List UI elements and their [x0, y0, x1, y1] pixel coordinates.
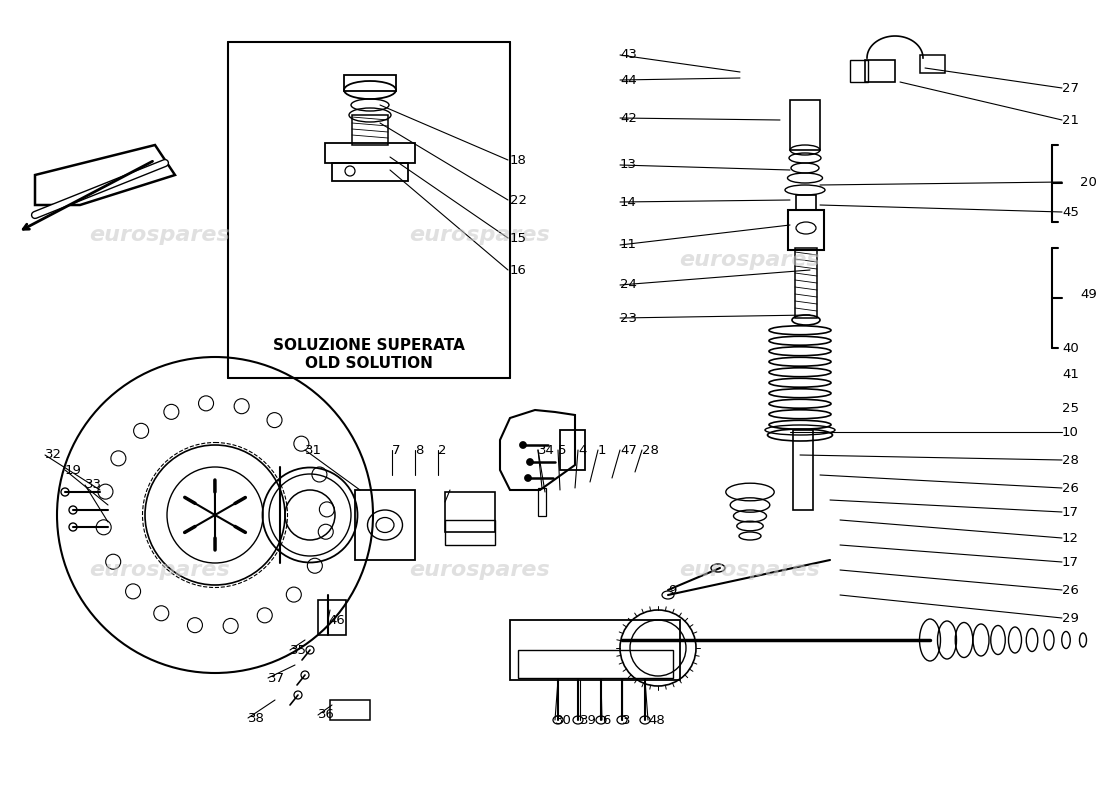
Text: 34: 34: [538, 443, 554, 457]
Bar: [318, 600, 346, 635]
Text: 9: 9: [668, 583, 676, 597]
Text: 41: 41: [1062, 369, 1079, 382]
Text: 4: 4: [578, 443, 586, 457]
Bar: [850, 60, 868, 82]
Text: 15: 15: [510, 231, 527, 245]
Text: 36: 36: [318, 709, 334, 722]
Text: OLD SOLUTION: OLD SOLUTION: [305, 355, 433, 370]
Text: 45: 45: [1062, 206, 1079, 218]
Text: eurospares: eurospares: [89, 225, 230, 245]
Text: 11: 11: [620, 238, 637, 251]
Bar: [793, 430, 813, 510]
Bar: [446, 492, 495, 532]
Text: 14: 14: [620, 195, 637, 209]
Bar: [788, 210, 824, 250]
Circle shape: [527, 458, 534, 466]
Text: SOLUZIONE SUPERATA: SOLUZIONE SUPERATA: [273, 338, 465, 353]
Bar: [344, 75, 396, 91]
Text: 46: 46: [328, 614, 344, 626]
Text: 5: 5: [558, 443, 566, 457]
Bar: [865, 60, 895, 82]
Text: 29: 29: [1062, 611, 1079, 625]
Bar: [324, 143, 415, 163]
Bar: [352, 115, 388, 145]
Text: 25: 25: [1062, 402, 1079, 414]
Text: eurospares: eurospares: [680, 560, 821, 580]
Text: 8: 8: [415, 443, 424, 457]
Text: 13: 13: [620, 158, 637, 171]
Text: 12: 12: [1062, 531, 1079, 545]
Text: 32: 32: [45, 449, 62, 462]
Text: 21: 21: [1062, 114, 1079, 126]
Text: 37: 37: [268, 671, 285, 685]
Text: 10: 10: [1062, 426, 1079, 438]
Text: 31: 31: [305, 443, 322, 457]
Text: 43: 43: [620, 49, 637, 62]
Text: 1: 1: [598, 443, 606, 457]
Bar: [332, 163, 408, 181]
Text: 48: 48: [648, 714, 664, 726]
Bar: [330, 700, 370, 720]
Text: 28: 28: [642, 443, 659, 457]
Text: 49: 49: [1080, 289, 1097, 302]
Text: 19: 19: [65, 463, 81, 477]
Text: 16: 16: [510, 263, 527, 277]
Text: 44: 44: [620, 74, 637, 86]
Text: 35: 35: [290, 643, 307, 657]
Text: 26: 26: [1062, 482, 1079, 494]
Text: 2: 2: [438, 443, 447, 457]
Text: 39: 39: [580, 714, 597, 726]
Text: 30: 30: [556, 714, 572, 726]
Text: eurospares: eurospares: [89, 560, 230, 580]
Text: 47: 47: [620, 443, 637, 457]
Bar: [790, 100, 820, 150]
Text: 42: 42: [620, 111, 637, 125]
Text: eurospares: eurospares: [409, 560, 550, 580]
Text: 26: 26: [1062, 583, 1079, 597]
Bar: [518, 650, 673, 678]
Text: 17: 17: [1062, 506, 1079, 518]
Text: 6: 6: [602, 714, 610, 726]
Text: 28: 28: [1062, 454, 1079, 466]
Text: 20: 20: [1080, 175, 1097, 189]
Text: 18: 18: [510, 154, 527, 166]
Text: eurospares: eurospares: [409, 225, 550, 245]
Circle shape: [525, 474, 531, 482]
Bar: [796, 195, 816, 210]
Text: eurospares: eurospares: [680, 250, 821, 270]
Text: 3: 3: [621, 714, 630, 726]
Bar: [795, 248, 817, 318]
Bar: [446, 520, 495, 545]
Circle shape: [519, 442, 527, 449]
Text: 23: 23: [620, 311, 637, 325]
Bar: [355, 490, 415, 560]
Text: 7: 7: [392, 443, 400, 457]
Text: 40: 40: [1062, 342, 1079, 354]
Text: 17: 17: [1062, 555, 1079, 569]
Text: 38: 38: [248, 711, 265, 725]
Text: 24: 24: [620, 278, 637, 291]
Bar: [510, 620, 680, 680]
Text: 22: 22: [510, 194, 527, 206]
Bar: [538, 488, 546, 516]
Text: 27: 27: [1062, 82, 1079, 94]
Bar: [920, 55, 945, 73]
Bar: [560, 430, 585, 470]
Text: 33: 33: [85, 478, 102, 491]
